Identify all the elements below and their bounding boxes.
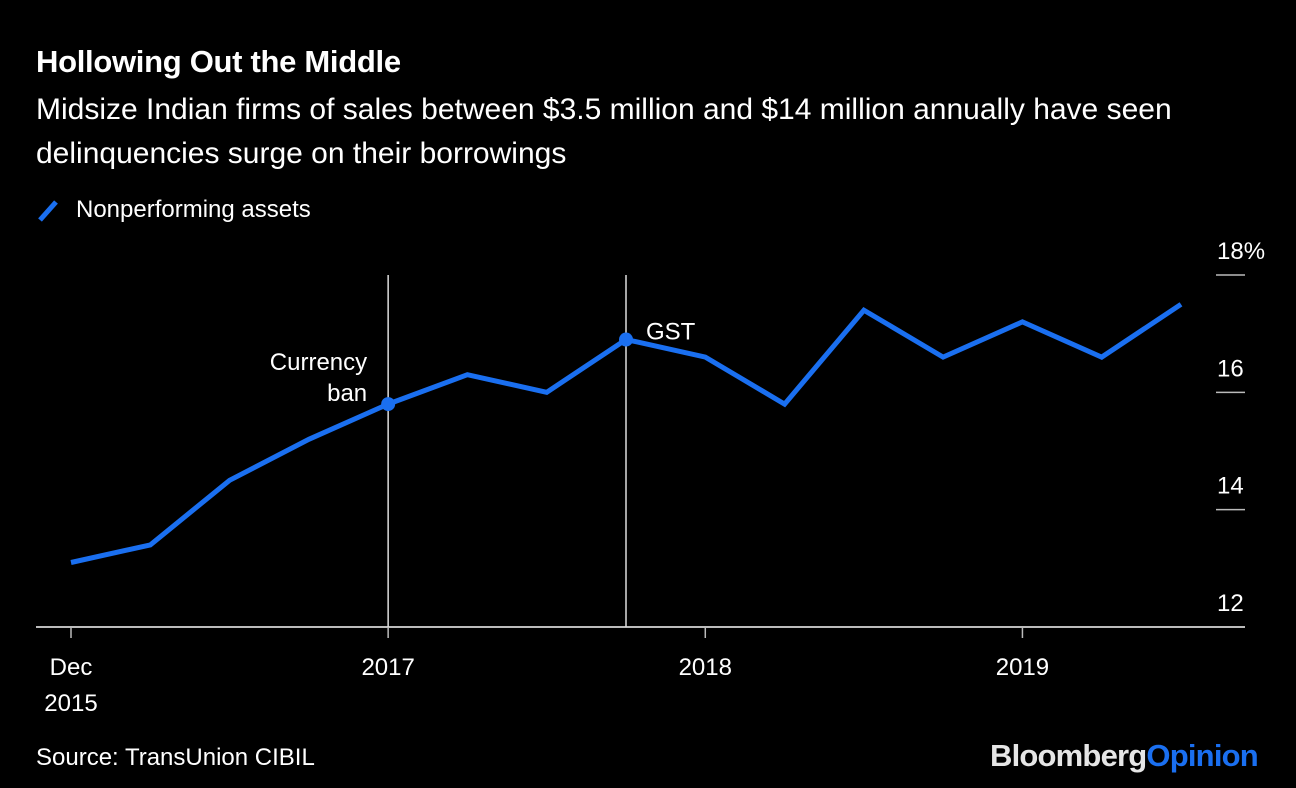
bloomberg-opinion-logo: BloombergOpinion [990, 738, 1259, 774]
x-tick-label: 2017 [361, 654, 414, 681]
chart-subtitle: Midsize Indian firms of sales between $3… [36, 93, 1172, 170]
chart-title: Hollowing Out the Middle [36, 44, 401, 79]
x-tick-label: 2019 [996, 654, 1049, 681]
y-tick-label: 12 [1217, 590, 1244, 617]
x-tick-label: 2015 [44, 690, 97, 717]
logo-bloomberg: Bloomberg [990, 738, 1147, 773]
y-tick-label: 14 [1217, 473, 1244, 500]
logo-opinion: Opinion [1146, 738, 1258, 773]
legend-swatch-icon [38, 200, 58, 222]
legend-label: Nonperforming assets [76, 196, 311, 223]
source-note: Source: TransUnion CIBIL [36, 744, 315, 771]
x-tick-label: Dec [50, 654, 93, 681]
annotation-dot [381, 397, 396, 412]
y-tick-label: 18% [1217, 238, 1265, 265]
annotation-label: Currency [270, 349, 367, 376]
annotation-label: ban [327, 380, 367, 407]
legend: Nonperforming assets [36, 196, 311, 224]
x-tick-label: 2018 [679, 654, 732, 681]
annotation-dot [619, 332, 633, 347]
y-tick-label: 16 [1217, 355, 1244, 382]
annotation-label: GST [646, 319, 696, 346]
